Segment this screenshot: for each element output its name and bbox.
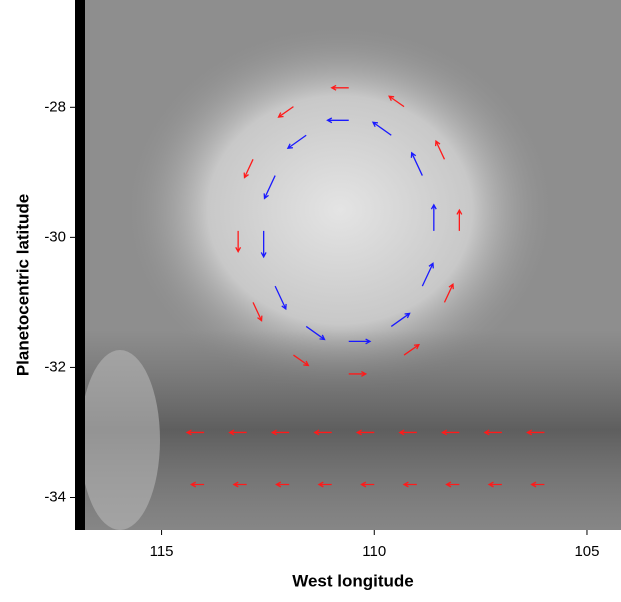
vector-arrow [398, 429, 417, 436]
vector-arrow [390, 312, 411, 327]
y-tick-label: -30 [44, 228, 66, 245]
vector-arrow [189, 481, 205, 488]
vector-arrow [275, 481, 290, 488]
vector-arrow [487, 481, 502, 488]
vector-arrow [430, 203, 437, 231]
vector-arrow [443, 282, 454, 303]
vector-arrow [402, 481, 417, 488]
x-tick-label: 105 [574, 543, 599, 560]
vector-arrow [403, 343, 421, 356]
band-image [85, 330, 621, 530]
vector-arrow [260, 230, 267, 259]
vectors [185, 84, 545, 488]
vector-arrow [263, 175, 276, 200]
left-bar [75, 0, 85, 530]
vector-arrow [348, 370, 368, 377]
cloud-image [80, 350, 160, 530]
vector-arrow [421, 262, 434, 287]
vector-arrow [232, 481, 247, 488]
vector-arrow [313, 429, 332, 436]
vortex-image [120, 20, 560, 400]
vector-arrow [410, 151, 423, 176]
vector-arrow [483, 429, 502, 436]
vector-arrow [305, 325, 326, 341]
y-axis-label: Planetocentric latitude [13, 194, 32, 376]
vector-arrow [326, 117, 349, 124]
vector-arrow [456, 208, 463, 231]
vector-arrow [228, 429, 247, 436]
x-tick-label: 115 [150, 543, 174, 560]
vector-arrow [360, 481, 375, 488]
vector-arrow [388, 95, 405, 108]
vector-arrow [286, 134, 307, 150]
vector-arrow [348, 338, 372, 345]
vector-arrow [293, 354, 310, 367]
vector-arrow [185, 429, 205, 436]
vector-arrow [235, 230, 242, 254]
vector-arrow [274, 285, 287, 311]
vector-arrow [440, 429, 460, 436]
vector-arrow [243, 159, 254, 179]
vector-arrow [445, 481, 460, 488]
y-tick-label: -32 [44, 358, 66, 375]
y-tick-label: -28 [44, 98, 66, 115]
vector-arrow [371, 121, 392, 136]
x-axis-label: West longitude [292, 571, 414, 590]
vector-arrow [330, 84, 349, 91]
vector-arrow [434, 139, 446, 160]
vector-arrow [526, 429, 545, 436]
vector-arrow [317, 481, 332, 488]
vector-arrow [270, 429, 290, 436]
vector-arrow [277, 106, 294, 118]
y-tick-label: -34 [44, 488, 66, 505]
x-tick-label: 110 [362, 543, 386, 560]
vector-arrow [252, 302, 263, 322]
vector-arrow [530, 481, 545, 488]
vector-arrow [355, 429, 375, 436]
